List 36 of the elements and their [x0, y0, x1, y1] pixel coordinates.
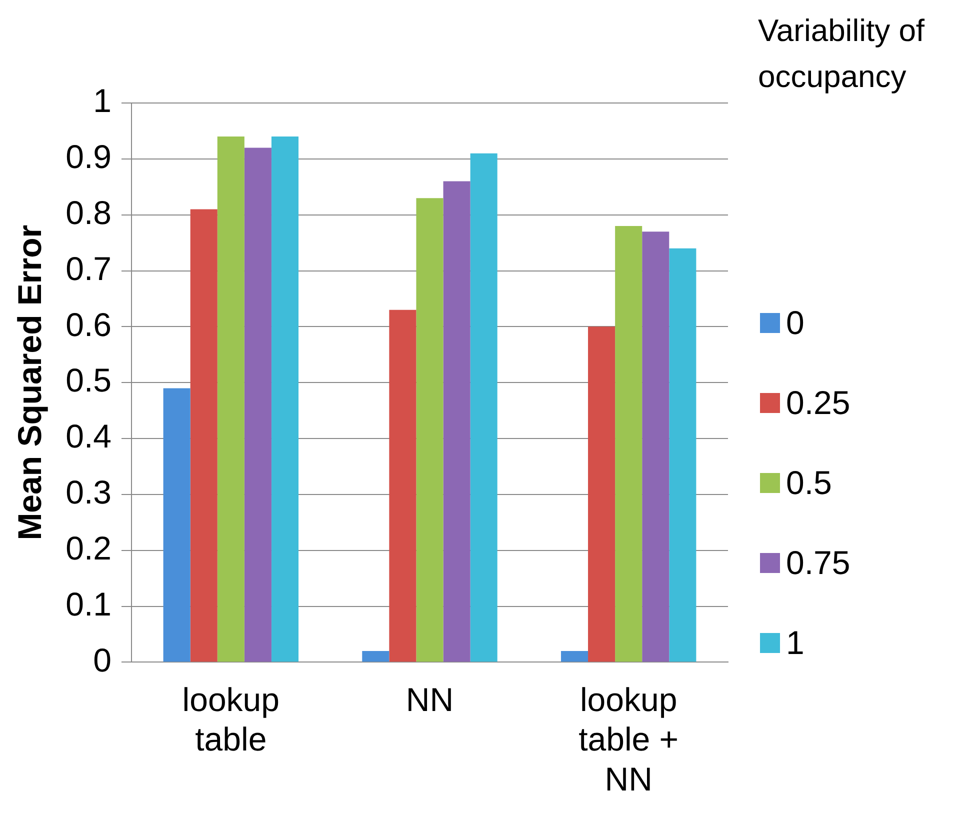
legend-label: 0.75	[786, 544, 850, 582]
bar	[588, 326, 616, 662]
bar	[443, 181, 470, 662]
y-tick-label: 0	[93, 641, 112, 678]
bar	[642, 232, 670, 662]
y-tick-label: 0.8	[66, 194, 112, 231]
y-tick-label: 0.7	[66, 250, 112, 287]
x-tick-label: NN	[406, 681, 454, 718]
y-tick-label: 0.2	[66, 529, 112, 566]
y-tick-label: 0.6	[66, 306, 112, 343]
bar	[669, 248, 696, 662]
bar	[163, 388, 190, 662]
bar	[271, 136, 298, 662]
x-tick-label: lookup table + NN	[578, 681, 679, 798]
y-tick-label: 1	[93, 82, 112, 120]
bar	[560, 651, 588, 662]
bar	[470, 153, 498, 662]
bar	[389, 310, 416, 662]
bar	[244, 148, 272, 662]
y-tick-label: 0.4	[66, 418, 112, 455]
y-tick-label: 0.5	[66, 362, 112, 399]
bar	[217, 136, 244, 662]
bar	[615, 226, 642, 662]
legend-title: Variability of occupancy	[758, 12, 926, 96]
bar	[190, 209, 218, 662]
legend-label: 0.5	[786, 464, 832, 502]
legend-label: 0	[786, 304, 804, 342]
bar	[362, 651, 390, 662]
y-tick-label: 0.9	[66, 138, 112, 176]
legend-label: 1	[786, 624, 804, 662]
y-tick-label: 0.3	[66, 474, 112, 511]
y-tick-label: 0.1	[66, 585, 112, 622]
y-axis-title: Mean Squared Error	[10, 224, 48, 540]
legend-label: 0.25	[786, 384, 850, 422]
x-tick-label: lookup table	[182, 681, 280, 758]
bar	[416, 198, 444, 662]
